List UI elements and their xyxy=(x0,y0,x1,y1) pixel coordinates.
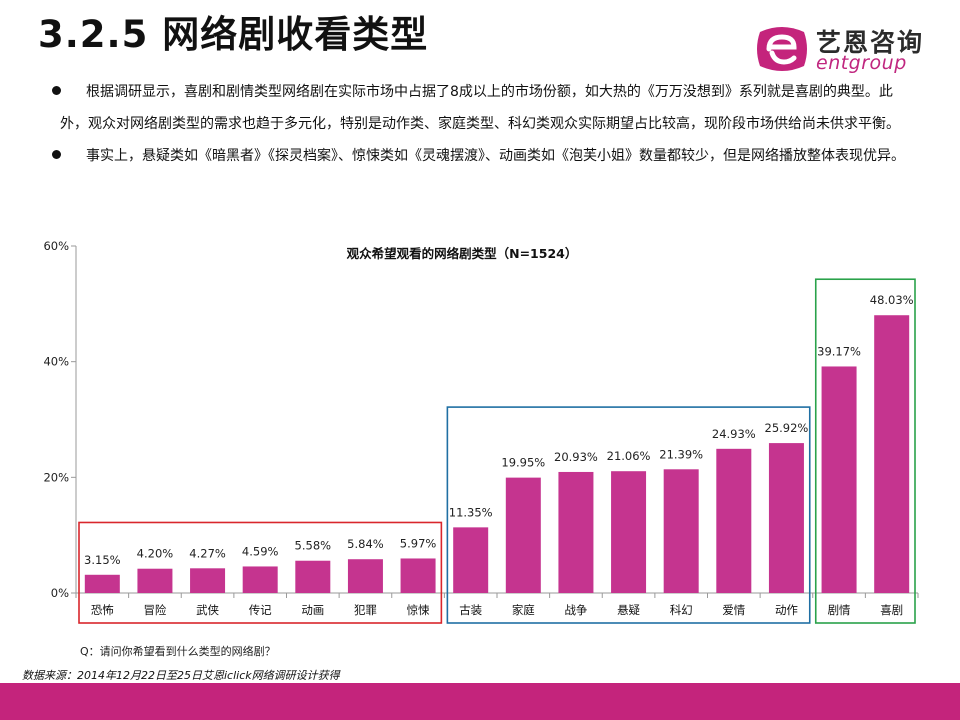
data-source: 数据来源：2014年12月22日至25日艾恩iclick网络调研设计获得 xyxy=(22,669,340,682)
bar xyxy=(558,471,594,593)
bar-value-label: 21.06% xyxy=(607,449,651,463)
entgroup-logo-icon xyxy=(757,27,807,71)
y-tick-label: 0% xyxy=(51,586,69,600)
bar xyxy=(768,443,804,593)
logo-cn-text: 艺恩咨询 xyxy=(816,28,925,57)
bar-value-label: 11.35% xyxy=(449,505,493,519)
bar-value-label: 5.84% xyxy=(347,537,384,551)
group-box-low xyxy=(78,521,443,624)
x-tick-label: 冒险 xyxy=(143,603,166,617)
bar-value-label: 4.59% xyxy=(242,544,279,558)
bar xyxy=(347,559,383,593)
bar xyxy=(663,469,699,593)
logo-en-text: entgroup xyxy=(816,52,907,74)
footer-band xyxy=(0,683,960,720)
bar xyxy=(453,527,489,593)
bar-value-label: 39.17% xyxy=(817,344,861,358)
bar-value-label: 19.95% xyxy=(501,456,545,470)
group-box-mid xyxy=(446,406,811,624)
bar xyxy=(137,568,173,593)
y-tick-label: 40% xyxy=(43,355,69,369)
bar-value-label: 24.93% xyxy=(712,427,756,441)
x-tick-label: 剧情 xyxy=(828,603,851,617)
x-tick-label: 古装 xyxy=(459,603,482,617)
y-tick-label: 20% xyxy=(43,470,69,484)
bar xyxy=(242,566,278,593)
x-tick-label: 传记 xyxy=(249,603,272,617)
bar xyxy=(190,568,226,593)
x-tick-label: 恐怖 xyxy=(91,603,114,617)
bar xyxy=(821,366,857,593)
x-tick-label: 武侠 xyxy=(196,603,219,617)
x-tick-label: 爱情 xyxy=(722,603,745,617)
bar xyxy=(400,558,436,593)
bar xyxy=(295,560,331,593)
x-tick-label: 犯罪 xyxy=(354,603,377,617)
x-tick-label: 动画 xyxy=(301,603,324,617)
bar-value-label: 48.03% xyxy=(870,293,914,307)
bar xyxy=(611,471,647,593)
page-title: 3.2.5 网络剧收看类型 xyxy=(38,13,429,56)
bullet-item: 事实上，悬疑类如《暗黑者》《探灵档案》、惊悚类如《灵魂摆渡》、动画类如《泡芙小姐… xyxy=(52,140,910,172)
bullet-dot-icon xyxy=(52,150,61,159)
x-tick-label: 喜剧 xyxy=(880,603,903,617)
bar-value-label: 25.92% xyxy=(765,421,809,435)
bullet-item: 根据调研显示，喜剧和剧情类型网络剧在实际市场中占据了8成以上的市场份额，如大热的… xyxy=(52,76,910,140)
bullet-dot-icon xyxy=(52,86,61,95)
x-tick-label: 战争 xyxy=(564,603,587,617)
y-tick-label: 60% xyxy=(43,239,69,253)
bullet-text: 事实上，悬疑类如《暗黑者》《探灵档案》、惊悚类如《灵魂摆渡》、动画类如《泡芙小姐… xyxy=(86,148,905,164)
bar-value-label: 4.27% xyxy=(189,546,226,560)
x-tick-label: 悬疑 xyxy=(617,603,640,617)
x-tick-label: 家庭 xyxy=(512,603,535,617)
x-tick-label: 科幻 xyxy=(670,603,693,617)
bar xyxy=(84,574,120,593)
group-box-high xyxy=(814,278,916,624)
bar-value-label: 3.15% xyxy=(84,553,121,567)
bar-value-label: 20.93% xyxy=(554,450,598,464)
bullet-list: 根据调研显示，喜剧和剧情类型网络剧在实际市场中占据了8成以上的市场份额，如大热的… xyxy=(52,76,910,172)
bar-value-label: 21.39% xyxy=(659,447,703,461)
logo: 艺恩咨询 entgroup xyxy=(752,20,942,80)
bar xyxy=(505,477,541,593)
x-tick-label: 动作 xyxy=(775,603,798,617)
bar-chart: 观众希望观看的网络剧类型（N=1524） 0% 20% 40% 60% 3.15% 恐怖 4.… xyxy=(43,239,919,624)
bar-value-label: 5.58% xyxy=(295,539,332,553)
chart-title: 观众希望观看的网络剧类型（N=1524） xyxy=(347,246,578,261)
bar-value-label: 5.97% xyxy=(400,536,437,550)
bar-value-label: 4.20% xyxy=(137,547,174,561)
bar xyxy=(716,448,752,593)
bullet-text: 根据调研显示，喜剧和剧情类型网络剧在实际市场中占据了8成以上的市场份额，如大热的… xyxy=(60,84,900,132)
survey-question: Q：请问你希望看到什么类型的网络剧？ xyxy=(80,645,276,658)
bar xyxy=(874,315,910,593)
x-tick-label: 惊悚 xyxy=(407,603,430,617)
